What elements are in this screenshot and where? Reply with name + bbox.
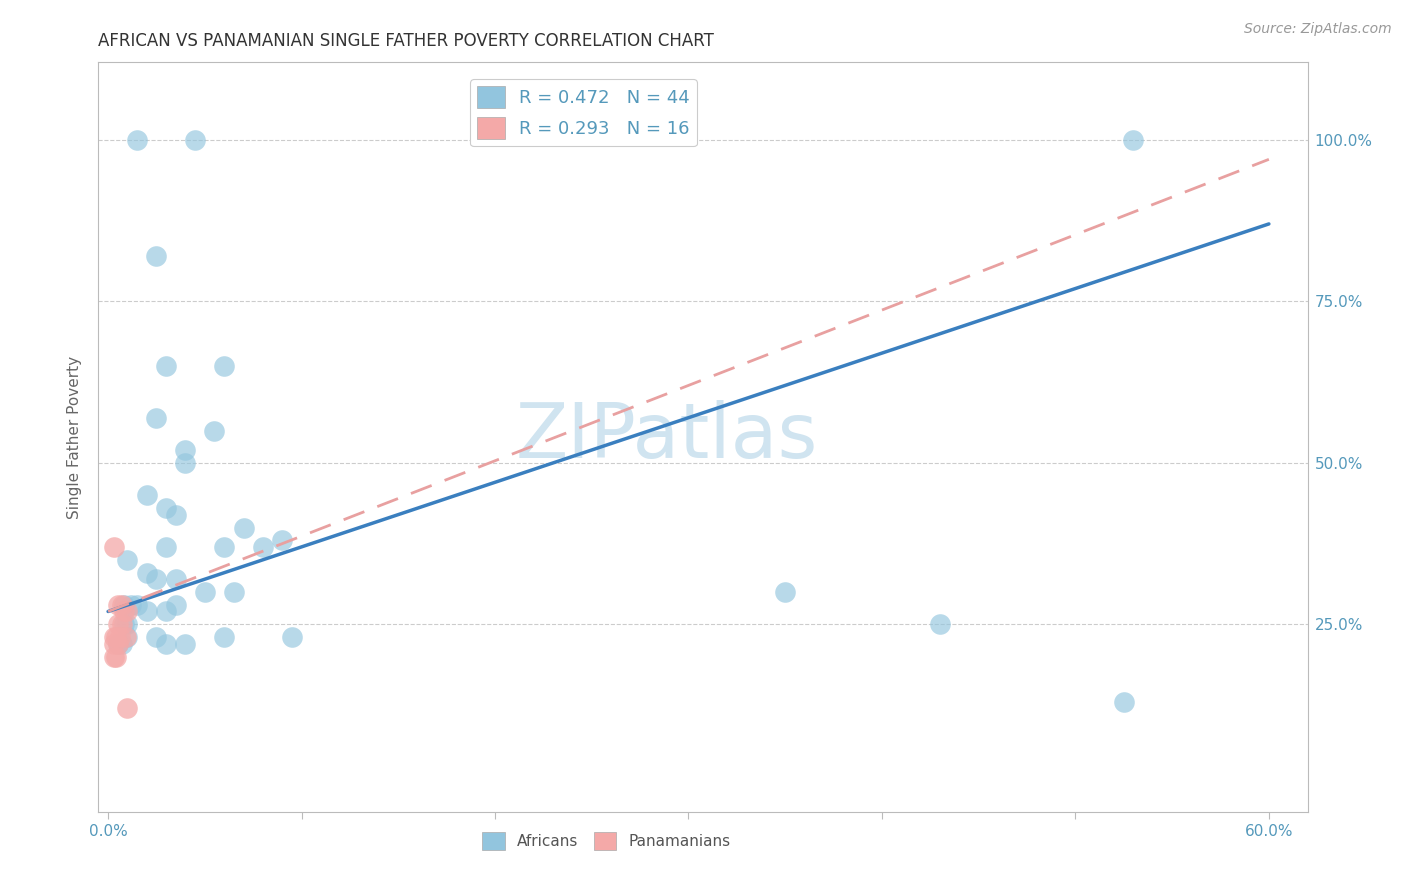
Point <box>222 585 245 599</box>
Point <box>135 488 157 502</box>
Point <box>773 585 796 599</box>
Point <box>107 617 129 632</box>
Point <box>155 605 177 619</box>
Point <box>145 630 167 644</box>
Point <box>135 605 157 619</box>
Point <box>104 649 127 664</box>
Point <box>174 456 197 470</box>
Point <box>145 572 167 586</box>
Point <box>103 649 125 664</box>
Point <box>174 442 197 457</box>
Point <box>281 630 304 644</box>
Point <box>252 540 274 554</box>
Point <box>212 540 235 554</box>
Point <box>212 359 235 373</box>
Text: AFRICAN VS PANAMANIAN SINGLE FATHER POVERTY CORRELATION CHART: AFRICAN VS PANAMANIAN SINGLE FATHER POVE… <box>98 32 714 50</box>
Point <box>929 617 952 632</box>
Point <box>155 359 177 373</box>
Point <box>165 508 187 522</box>
Point <box>103 637 125 651</box>
Point <box>232 520 254 534</box>
Point <box>127 598 149 612</box>
Point <box>114 630 136 644</box>
Point <box>120 598 142 612</box>
Point <box>165 598 187 612</box>
Point <box>117 630 139 644</box>
Point <box>104 630 127 644</box>
Point <box>271 533 294 548</box>
Point <box>107 598 129 612</box>
Point <box>145 249 167 263</box>
Point <box>117 553 139 567</box>
Point <box>103 540 125 554</box>
Point <box>111 598 134 612</box>
Point <box>135 566 157 580</box>
Point <box>145 410 167 425</box>
Point <box>112 617 135 632</box>
Point <box>155 501 177 516</box>
Point <box>1122 133 1144 147</box>
Point <box>107 637 129 651</box>
Point <box>112 598 135 612</box>
Point <box>103 630 125 644</box>
Point <box>155 637 177 651</box>
Point <box>117 617 139 632</box>
Point <box>127 133 149 147</box>
Point <box>108 630 131 644</box>
Point <box>117 701 139 715</box>
Text: Source: ZipAtlas.com: Source: ZipAtlas.com <box>1244 22 1392 37</box>
Point <box>111 617 134 632</box>
Point <box>155 540 177 554</box>
Legend: Africans, Panamanians: Africans, Panamanians <box>475 826 737 856</box>
Y-axis label: Single Father Poverty: Single Father Poverty <box>67 356 83 518</box>
Point <box>112 605 135 619</box>
Text: ZIPatlas: ZIPatlas <box>516 401 818 474</box>
Point <box>1112 695 1135 709</box>
Point <box>184 133 207 147</box>
Point <box>107 637 129 651</box>
Point <box>111 637 134 651</box>
Point <box>204 424 226 438</box>
Point <box>174 637 197 651</box>
Point <box>165 572 187 586</box>
Point <box>194 585 217 599</box>
Point <box>212 630 235 644</box>
Point <box>117 605 139 619</box>
